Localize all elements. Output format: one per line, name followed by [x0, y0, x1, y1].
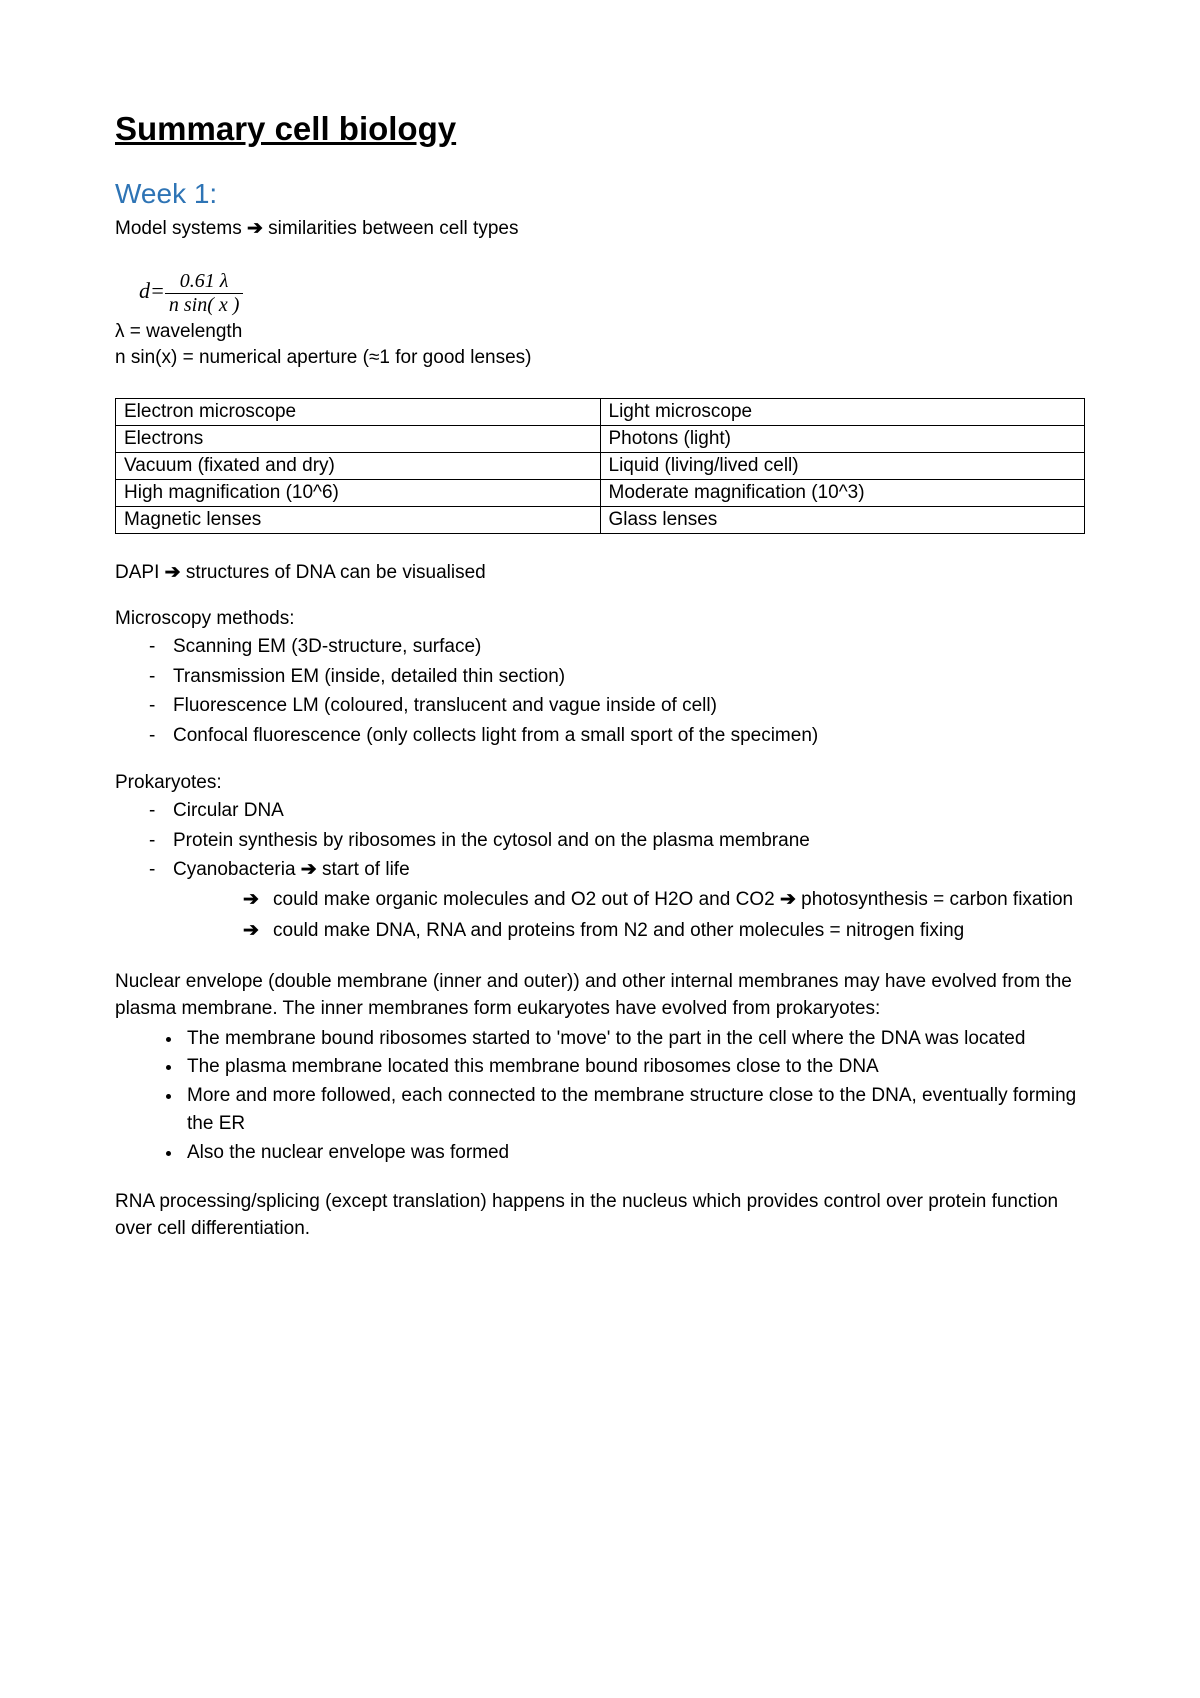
arrow-icon: ➔ — [301, 859, 317, 880]
arrow-icon: ➔ — [247, 218, 263, 239]
formula-fraction: 0.61 λ n sin( x ) — [165, 271, 244, 315]
table-cell: Glass lenses — [600, 506, 1085, 533]
nuclear-envelope-list: The membrane bound ribosomes started to … — [115, 1025, 1085, 1168]
rna-processing-paragraph: RNA processing/splicing (except translat… — [115, 1189, 1085, 1242]
prokaryotes-list: Circular DNA Protein synthesis by riboso… — [115, 796, 1085, 947]
table-cell: Electrons — [116, 425, 601, 452]
list-item: could make organic molecules and O2 out … — [273, 886, 1085, 917]
microscope-comparison-table: Electron microscope Light microscope Ele… — [115, 398, 1085, 534]
week-heading: Week 1: — [115, 178, 1085, 210]
lambda-definition: λ = wavelength — [115, 319, 1085, 346]
formula-denominator: n sin( x ) — [165, 294, 244, 315]
text-segment: DAPI — [115, 562, 165, 583]
text-segment: structures of DNA can be visualised — [181, 562, 486, 583]
list-item: Fluorescence LM (coloured, translucent a… — [173, 691, 1085, 720]
model-systems-line: Model systems ➔ similarities between cel… — [115, 216, 1085, 243]
formula-lhs: d — [139, 278, 150, 303]
list-item: Circular DNA — [173, 796, 1085, 825]
table-row: Vacuum (fixated and dry) Liquid (living/… — [116, 452, 1085, 479]
list-item: Also the nuclear envelope was formed — [183, 1139, 1085, 1168]
table-cell: Vacuum (fixated and dry) — [116, 452, 601, 479]
table-cell: Magnetic lenses — [116, 506, 601, 533]
page-title: Summary cell biology — [115, 110, 1085, 148]
table-row: High magnification (10^6) Moderate magni… — [116, 479, 1085, 506]
cyanobacteria-sublist: could make organic molecules and O2 out … — [173, 886, 1085, 947]
table-cell: Liquid (living/lived cell) — [600, 452, 1085, 479]
prokaryotes-label: Prokaryotes: — [115, 772, 1085, 794]
microscopy-methods-list: Scanning EM (3D-structure, surface) Tran… — [115, 632, 1085, 750]
table-cell: Electron microscope — [116, 398, 601, 425]
table-cell: Moderate magnification (10^3) — [600, 479, 1085, 506]
list-item: Confocal fluorescence (only collects lig… — [173, 721, 1085, 750]
table-row: Electrons Photons (light) — [116, 425, 1085, 452]
text-segment: could make organic molecules and O2 out … — [273, 889, 780, 910]
table-row: Magnetic lenses Glass lenses — [116, 506, 1085, 533]
nuclear-envelope-paragraph: Nuclear envelope (double membrane (inner… — [115, 969, 1085, 1022]
text-segment: photosynthesis = carbon fixation — [796, 889, 1073, 910]
list-item: Cyanobacteria ➔ start of life could make… — [173, 855, 1085, 947]
arrow-icon: ➔ — [780, 889, 796, 910]
list-item: The membrane bound ribosomes started to … — [183, 1025, 1085, 1054]
resolution-formula: d= 0.61 λ n sin( x ) — [139, 271, 1085, 315]
list-item: More and more followed, each connected t… — [183, 1082, 1085, 1139]
table-cell: Light microscope — [600, 398, 1085, 425]
formula-numerator: 0.61 λ — [165, 271, 244, 294]
dapi-line: DAPI ➔ structures of DNA can be visualis… — [115, 560, 1085, 587]
arrow-icon: ➔ — [165, 562, 181, 583]
formula-eq: = — [150, 278, 165, 303]
text-segment: start of life — [317, 859, 410, 880]
document-page: Summary cell biology Week 1: Model syste… — [0, 0, 1200, 1698]
table-cell: High magnification (10^6) — [116, 479, 601, 506]
text-segment: Model systems — [115, 218, 247, 239]
text-segment: similarities between cell types — [263, 218, 519, 239]
table-row: Electron microscope Light microscope — [116, 398, 1085, 425]
list-item: Protein synthesis by ribosomes in the cy… — [173, 826, 1085, 855]
table-cell: Photons (light) — [600, 425, 1085, 452]
microscopy-methods-label: Microscopy methods: — [115, 608, 1085, 630]
list-item: The plasma membrane located this membran… — [183, 1053, 1085, 1082]
nsin-definition: n sin(x) = numerical aperture (≈1 for go… — [115, 345, 1085, 372]
list-item: Scanning EM (3D-structure, surface) — [173, 632, 1085, 661]
list-item: could make DNA, RNA and proteins from N2… — [273, 917, 1085, 948]
list-item: Transmission EM (inside, detailed thin s… — [173, 662, 1085, 691]
text-segment: Cyanobacteria — [173, 859, 301, 880]
